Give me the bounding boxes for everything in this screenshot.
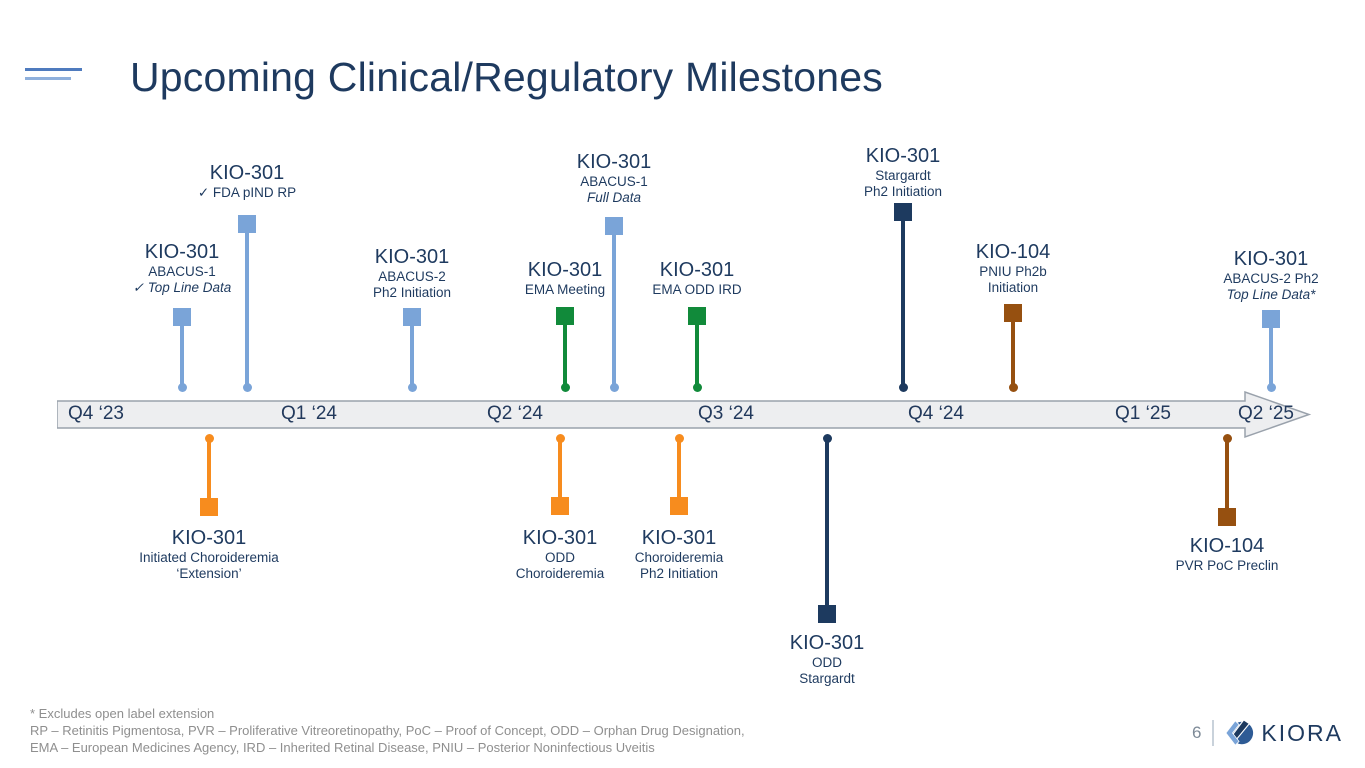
milestone-dot xyxy=(560,383,570,392)
milestone-stem xyxy=(207,438,211,500)
footnotes: * Excludes open label extension RP – Ret… xyxy=(30,705,745,756)
axis-quarter-label: Q1 ‘25 xyxy=(1115,403,1171,424)
milestone-detail: ‘Extension’ xyxy=(176,565,242,581)
footnote-line: RP – Retinitis Pigmentosa, PVR – Prolife… xyxy=(30,723,745,738)
milestone-stem xyxy=(677,438,681,499)
milestone-product: KIO-104 xyxy=(975,241,1051,263)
milestone-product: KIO-301 xyxy=(171,527,247,549)
milestone-marker-square xyxy=(173,308,191,326)
axis-quarter-label: Q4 ‘24 xyxy=(908,403,964,424)
milestone-detail: Stargardt xyxy=(799,670,855,686)
milestone-detail: Stargardt xyxy=(875,168,931,183)
axis-quarter-label: Q2 ‘24 xyxy=(487,403,543,424)
milestone-stem xyxy=(825,438,829,607)
milestone-detail: Full Data xyxy=(586,189,642,205)
milestone-marker-square xyxy=(894,203,912,221)
milestone-detail: Ph2 Initiation xyxy=(372,284,452,300)
page-title: Upcoming Clinical/Regulatory Milestones xyxy=(130,54,883,100)
milestone-product: KIO-301 xyxy=(374,246,450,268)
milestone-product: KIO-301 xyxy=(641,527,717,549)
milestone-detail: ODD xyxy=(812,655,842,670)
milestone-marker-square xyxy=(238,215,256,233)
milestone-detail: ABACUS-1 xyxy=(580,174,648,189)
milestone-product: KIO-301 xyxy=(209,162,285,184)
footnote-line: * Excludes open label extension xyxy=(30,706,215,721)
milestone-stem xyxy=(558,438,562,499)
milestone-marker-square xyxy=(556,307,574,325)
milestone-detail: ✓ FDA pIND RP xyxy=(197,185,297,200)
milestone-stem xyxy=(180,324,184,389)
milestone-product: KIO-301 xyxy=(789,632,865,654)
milestone-product: KIO-301 xyxy=(865,145,941,167)
axis-quarter-label: Q2 ‘25 xyxy=(1238,403,1294,424)
milestone-detail: Top Line Data* xyxy=(1226,286,1316,302)
milestone-dot xyxy=(407,383,417,392)
milestone-product: KIO-104 xyxy=(1189,535,1265,557)
milestone-stem xyxy=(563,323,567,389)
milestone-detail: PVR PoC Preclin xyxy=(1175,558,1279,573)
milestone-dot xyxy=(242,383,252,392)
milestone-marker-square xyxy=(1262,310,1280,328)
milestone-dot xyxy=(898,383,908,392)
milestone-marker-square xyxy=(1004,304,1022,322)
milestone-detail: Initiated Choroideremia xyxy=(139,550,279,565)
milestone-marker-square xyxy=(551,497,569,515)
milestone-detail: Ph2 Initiation xyxy=(863,183,943,199)
milestone-detail: ODD xyxy=(545,550,575,565)
header-accent-lines-icon xyxy=(25,68,85,82)
milestone-stem xyxy=(410,324,414,389)
timeline-axis-arrow xyxy=(57,391,1312,439)
milestone-marker-square xyxy=(670,497,688,515)
footer-divider xyxy=(1212,720,1215,746)
milestone-detail: Initiation xyxy=(987,279,1039,295)
milestone-stem xyxy=(245,231,249,389)
milestone-detail: ABACUS-2 Ph2 xyxy=(1223,271,1319,286)
milestone-product: KIO-301 xyxy=(659,259,735,281)
milestone-marker-square xyxy=(818,605,836,623)
milestone-marker-square xyxy=(605,217,623,235)
milestone-marker-square xyxy=(1218,508,1236,526)
milestone-stem xyxy=(1225,438,1229,510)
milestone-detail: ABACUS-1 xyxy=(148,264,216,279)
milestone-detail: ABACUS-2 xyxy=(378,269,446,284)
kiora-logo-icon xyxy=(1225,719,1254,746)
milestone-detail: EMA ODD IRD xyxy=(652,282,742,297)
axis-quarter-label: Q4 ‘23 xyxy=(68,403,124,424)
axis-quarter-label: Q1 ‘24 xyxy=(281,403,337,424)
milestone-detail: Choroideremia xyxy=(634,550,724,565)
milestone-dot xyxy=(1266,383,1276,392)
milestone-detail: PNIU Ph2b xyxy=(979,264,1047,279)
footer-right: 6 KIORA xyxy=(1192,718,1343,748)
milestone-dot xyxy=(1008,383,1018,392)
milestone-product: KIO-301 xyxy=(527,259,603,281)
milestone-dot xyxy=(692,383,702,392)
milestone-detail: Choroideremia xyxy=(515,565,605,581)
milestone-dot xyxy=(177,383,187,392)
milestone-marker-square xyxy=(688,307,706,325)
milestone-detail: Ph2 Initiation xyxy=(639,565,719,581)
milestone-detail: EMA Meeting xyxy=(524,282,606,297)
milestone-marker-square xyxy=(200,498,218,516)
footnote-line: EMA – European Medicines Agency, IRD – I… xyxy=(30,740,655,755)
milestone-stem xyxy=(695,323,699,389)
milestone-product: KIO-301 xyxy=(576,151,652,173)
kiora-logo-text: KIORA xyxy=(1261,719,1343,746)
milestone-dot xyxy=(609,383,619,392)
milestone-detail: ✓ Top Line Data xyxy=(132,279,232,295)
milestone-product: KIO-301 xyxy=(144,241,220,263)
milestone-marker-square xyxy=(403,308,421,326)
milestone-stem xyxy=(901,219,905,389)
milestone-product: KIO-301 xyxy=(522,527,598,549)
page-number: 6 xyxy=(1191,723,1202,742)
kiora-logo: KIORA xyxy=(1225,718,1343,748)
milestone-stem xyxy=(612,233,616,389)
milestone-product: KIO-301 xyxy=(1233,248,1309,270)
milestone-stem xyxy=(1011,320,1015,389)
milestone-stem xyxy=(1269,326,1273,389)
axis-quarter-label: Q3 ‘24 xyxy=(698,403,754,424)
